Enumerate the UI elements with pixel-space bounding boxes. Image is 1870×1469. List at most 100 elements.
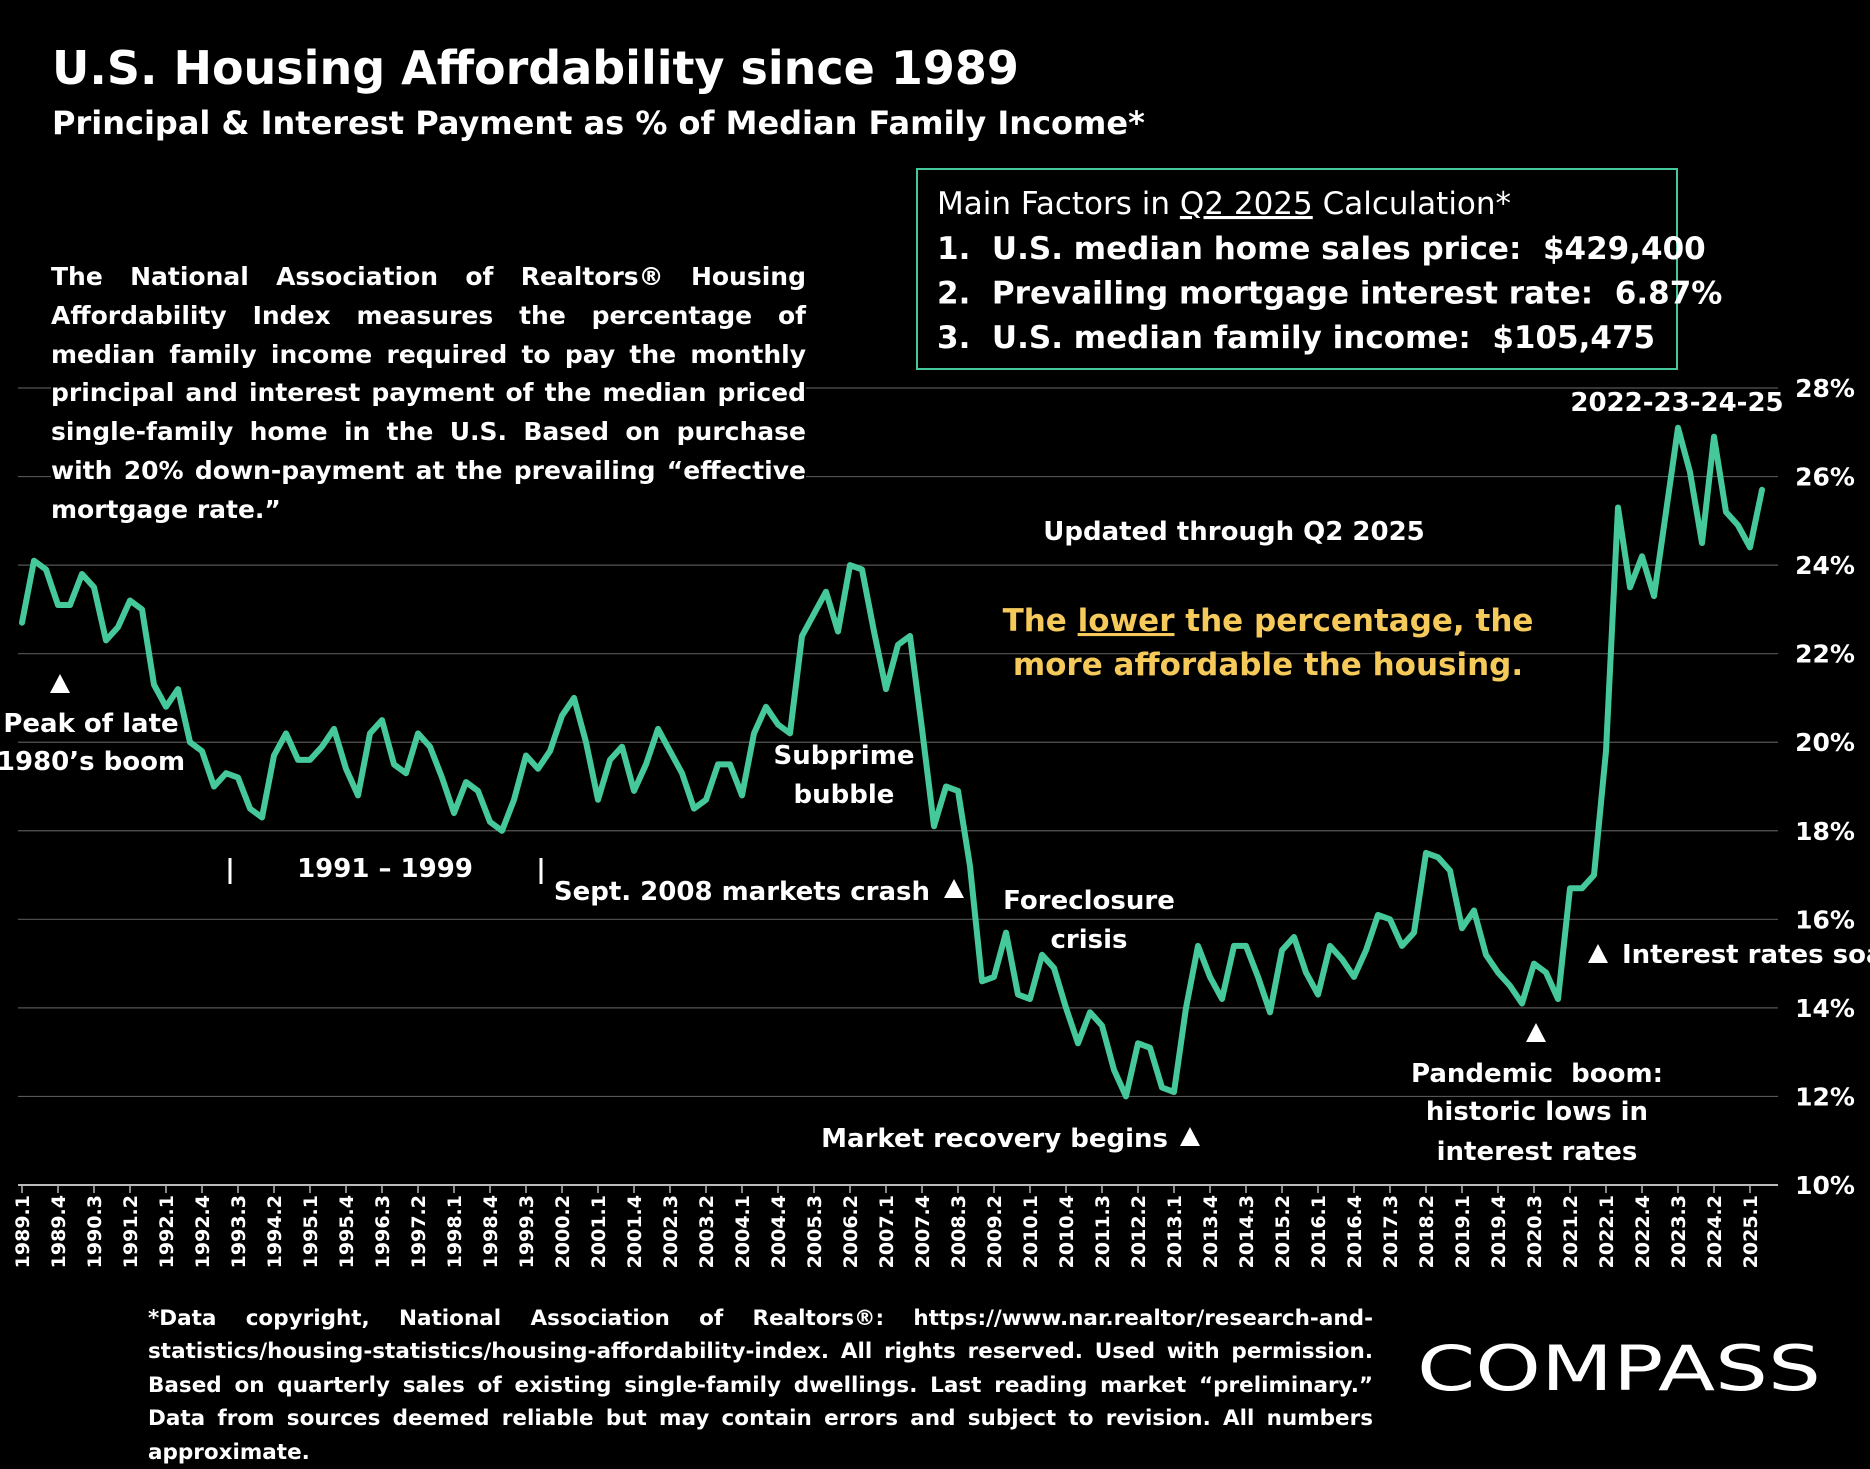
note-part: the percentage, the [1175,603,1534,639]
x-tick-label: 2016.4 [1344,1195,1366,1268]
description: The National Association of Realtors® Ho… [51,258,806,530]
x-tick-label: 2012.2 [1128,1195,1150,1268]
annotation: crisis [1050,925,1127,955]
x-tick-label: 2022.4 [1632,1195,1654,1268]
annotation: interest rates [1437,1137,1638,1167]
y-tick-label: 14% [1795,994,1855,1023]
note-part: lower [1078,603,1176,639]
x-tick-label: 2002.3 [660,1195,682,1268]
note: The lower the percentage, the [1003,603,1534,639]
x-tick-label: 1990.3 [84,1195,106,1268]
x-tick-label: 2007.4 [912,1195,934,1268]
marker-triangle [1588,944,1608,963]
chart-title: U.S. Housing Affordability since 1989 [52,41,1019,95]
x-tick-label: 2020.3 [1524,1195,1546,1268]
heading-part: Main Factors in [937,186,1180,222]
logo: COMPASS [1417,1332,1821,1405]
heading-part: Q2 2025 [1180,186,1313,222]
x-tick-label: 2009.2 [984,1195,1006,1268]
x-tick-label: 2016.1 [1308,1195,1330,1268]
factor-item: 2. Prevailing mortgage interest rate: 6.… [937,276,1722,312]
factors-box [916,168,1678,370]
x-tick-label: 2025.1 [1740,1195,1762,1268]
annotation: Foreclosure [1003,886,1175,916]
x-tick-label: 2001.4 [624,1195,646,1268]
marker-triangle [1180,1127,1200,1146]
annotation: Subprime [774,741,915,771]
y-tick-label: 22% [1795,640,1855,669]
x-tick-label: 1997.2 [408,1195,430,1268]
x-tick-label: 2010.4 [1056,1195,1078,1268]
x-tick-label: 2004.1 [732,1195,754,1268]
x-tick-label: 2001.1 [588,1195,610,1268]
x-tick-label: 1991.2 [120,1195,142,1268]
annotation: Peak of late [3,709,178,739]
x-tick-label: 1998.4 [480,1195,502,1268]
x-tick-label: 1998.1 [444,1195,466,1268]
heading-part: Calculation* [1313,186,1511,222]
x-tick-label: 2004.4 [768,1195,790,1268]
annotation: Pandemic boom: [1411,1059,1663,1089]
annotation: Interest rates soar [1622,940,1870,970]
y-tick-label: 20% [1795,728,1855,757]
factor-item: 3. U.S. median family income: $105,475 [937,320,1655,356]
x-tick-label: 1989.1 [12,1195,34,1268]
factor-item: 1. U.S. median home sales price: $429,40… [937,231,1706,267]
factors-heading: Main Factors in Q2 2025 Calculation* [937,186,1511,222]
x-tick-label: 1995.4 [336,1195,358,1268]
x-tick-label: 2014.3 [1236,1195,1258,1268]
marker-triangle [1526,1023,1546,1042]
x-tick-label: 1993.3 [228,1195,250,1268]
x-tick-label: 1992.4 [192,1195,214,1268]
note-part: The [1003,603,1078,639]
x-tick-label: 2003.2 [696,1195,718,1268]
x-tick-label: 2005.3 [804,1195,826,1268]
annotation: 1991 – 1999 [297,854,473,884]
x-tick-label: 2011.3 [1092,1195,1114,1268]
x-tick-label: 1994.2 [264,1195,286,1268]
x-tick-label: 1995.1 [300,1195,322,1268]
footnote: *Data copyright, National Association of… [148,1302,1373,1469]
y-tick-label: 16% [1795,905,1855,934]
annotation: 1980’s boom [0,747,185,777]
note: more affordable the housing. [1013,647,1523,683]
x-tick-label: 2013.1 [1164,1195,1186,1268]
annotation: 2022-23-24-25 [1570,388,1783,418]
x-tick-label: 2013.4 [1200,1195,1222,1268]
annotation: Updated through Q2 2025 [1043,517,1425,547]
chart-subtitle: Principal & Interest Payment as % of Med… [52,104,1145,142]
y-tick-label: 18% [1795,817,1855,846]
data-line [19,424,1765,1100]
annotation: Sept. 2008 markets crash [554,877,930,907]
x-tick-label: 2024.2 [1704,1195,1726,1268]
y-tick-label: 26% [1795,463,1855,492]
y-tick-label: 28% [1795,374,1855,403]
annotation: Market recovery begins [821,1124,1168,1154]
y-tick-label: 12% [1795,1082,1855,1111]
x-tick-label: 2007.1 [876,1195,898,1268]
x-tick-label: 2019.4 [1488,1195,1510,1268]
x-tick-label: 1989.4 [48,1195,70,1268]
x-tick-label: 2015.2 [1272,1195,1294,1268]
x-tick-label: 2019.1 [1452,1195,1474,1268]
x-tick-label: 2006.2 [840,1195,862,1268]
x-tick-label: 1996.3 [372,1195,394,1268]
marker-triangle [944,879,964,898]
annotation: historic lows in [1426,1097,1648,1127]
x-tick-label: 2000.2 [552,1195,574,1268]
annotation: bubble [794,780,895,810]
x-tick-label: 2010.1 [1020,1195,1042,1268]
x-tick-label: 2023.3 [1668,1195,1690,1268]
y-tick-label: 24% [1795,551,1855,580]
x-tick-label: 1999.3 [516,1195,538,1268]
y-tick-label: 10% [1795,1171,1855,1200]
marker-triangle [50,674,70,693]
x-tick-label: 1992.1 [156,1195,178,1268]
x-tick-label: 2022.1 [1596,1195,1618,1268]
x-tick-label: 2017.3 [1380,1195,1402,1268]
x-tick-label: 2018.2 [1416,1195,1438,1268]
x-tick-label: 2008.3 [948,1195,970,1268]
x-tick-label: 2021.2 [1560,1195,1582,1268]
